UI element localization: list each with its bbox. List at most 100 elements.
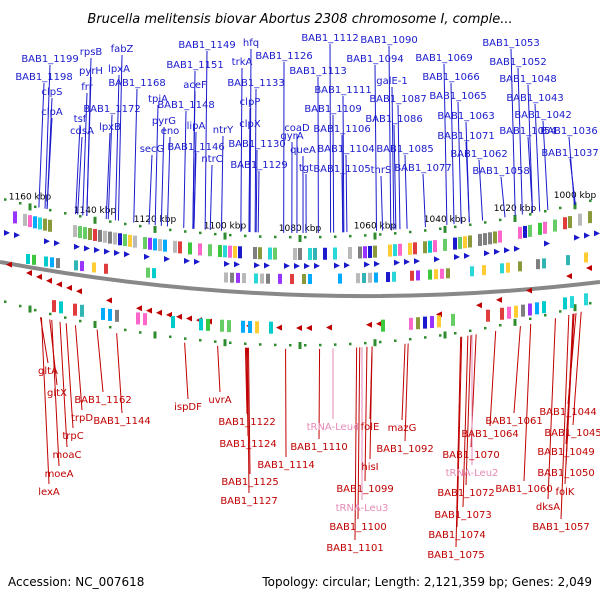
feature-block (433, 240, 437, 253)
label-connector (59, 321, 68, 448)
gene-label-BAB1_1077: BAB1_1077 (394, 163, 451, 174)
scale-dot (199, 339, 202, 342)
scale-dot (139, 331, 142, 334)
feature-block (333, 247, 337, 260)
feature-block (38, 217, 42, 230)
label-connector (38, 82, 45, 208)
gene-label-BAB1_1092: BAB1_1092 (376, 444, 433, 455)
scale-dot (454, 225, 457, 229)
feature-block (143, 237, 147, 250)
scale-tick-label: 1060 kbp (354, 222, 397, 232)
feature-block (43, 218, 47, 231)
gene-label-BAB1_1070: BAB1_1070 (442, 450, 499, 461)
map-title: Brucella melitensis biovar Abortus 2308 … (87, 12, 512, 27)
forward-gene-arrow (114, 249, 120, 256)
forward-gene-arrow (594, 230, 600, 237)
scale-dot (49, 208, 52, 212)
feature-block (423, 316, 427, 329)
forward-gene-arrow (104, 248, 110, 255)
feature-block (409, 317, 413, 330)
label-connector (248, 129, 251, 233)
scale-dot (379, 340, 382, 344)
feature-block (308, 273, 312, 284)
feature-block (543, 221, 547, 234)
feature-block (500, 307, 504, 320)
label-connector (244, 347, 248, 415)
feature-block (498, 230, 502, 243)
forward-gene-arrow (574, 234, 580, 241)
feature-block (482, 265, 486, 276)
label-connector (489, 330, 497, 427)
feature-block (88, 228, 92, 241)
rna-label-tRNA-Leu4: tRNA-Leu4 (307, 422, 360, 433)
gene-labels: BAB1_1199 BAB1_1198 clpS clpA rpsB pyrH frr tsf… (15, 33, 600, 561)
reverse-gene-arrow (296, 324, 302, 331)
feature-block (528, 224, 532, 237)
feature-block (440, 268, 444, 279)
forward-gene-arrow (194, 258, 200, 265)
label-connector (204, 50, 208, 230)
feature-block (103, 230, 107, 243)
feature-block (83, 227, 87, 240)
feature-block (470, 266, 474, 277)
feature-block (506, 262, 510, 273)
gene-label-dksA: dksA (536, 502, 560, 513)
feature-block (278, 273, 282, 284)
feature-block (542, 258, 546, 269)
gene-label-BAB1_1043: BAB1_1043 (506, 93, 563, 104)
gene-label-tsf: tsf (74, 114, 87, 125)
feature-block (248, 321, 252, 334)
scale-dot (229, 233, 232, 237)
scale-dot (484, 221, 487, 224)
gene-label-lpxB: lpxB (99, 122, 121, 133)
gene-label-eno: eno (161, 126, 180, 137)
forward-gene-arrow (414, 258, 420, 265)
gene-label-BAB1_1110: BAB1_1110 (290, 442, 347, 453)
feature-block (514, 305, 518, 318)
feature-block (518, 226, 522, 239)
gene-label-folE: folE (361, 422, 380, 433)
feature-block (588, 211, 592, 224)
forward-gene-arrow (544, 240, 550, 247)
scale-tick (443, 225, 447, 233)
reverse-gene-arrow (586, 265, 592, 272)
feature-block (443, 238, 447, 251)
label-connector (51, 319, 60, 467)
gene-label-BAB1_1062: BAB1_1062 (450, 149, 507, 160)
gene-label-BAB1_1050: BAB1_1050 (537, 468, 594, 479)
label-connector (478, 159, 484, 221)
forward-gene-arrow (124, 251, 130, 258)
gene-label-BAB1_1126: BAB1_1126 (255, 51, 312, 62)
gene-label-lexA: lexA (38, 487, 60, 498)
gene-label-BAB1_1100: BAB1_1100 (329, 522, 386, 533)
label-connector (96, 329, 104, 393)
gene-label-lpxA: lpxA (108, 64, 130, 75)
forward-gene-arrow (464, 252, 470, 259)
feature-block (233, 246, 237, 259)
label-connector (329, 43, 332, 233)
label-connector (391, 86, 395, 230)
feature-block (392, 271, 396, 282)
scale-dot (259, 343, 262, 346)
scale-tick (223, 232, 227, 240)
feature-block (348, 246, 352, 259)
gene-label-BAB1_1144: BAB1_1144 (93, 416, 150, 427)
scale-tick (223, 339, 227, 347)
label-connector (65, 323, 74, 429)
feature-block (542, 301, 546, 314)
label-connector (255, 149, 258, 233)
label-connector (564, 313, 574, 485)
gene-label-BAB1_1052: BAB1_1052 (489, 57, 546, 68)
scale-tick (443, 331, 447, 339)
gene-label-BAB1_1064: BAB1_1064 (461, 429, 518, 440)
reverse-gene-arrow (166, 311, 172, 318)
label-connector (217, 345, 221, 393)
gene-label-BAB1_1130: BAB1_1130 (228, 139, 285, 150)
feature-block (507, 306, 511, 319)
gene-label-ntrC: ntrC (201, 154, 222, 165)
feature-block (538, 222, 542, 235)
label-connector (160, 126, 165, 226)
feature-block (98, 229, 102, 242)
feature-block (93, 228, 97, 241)
gene-label-moaC: moaC (53, 450, 82, 461)
